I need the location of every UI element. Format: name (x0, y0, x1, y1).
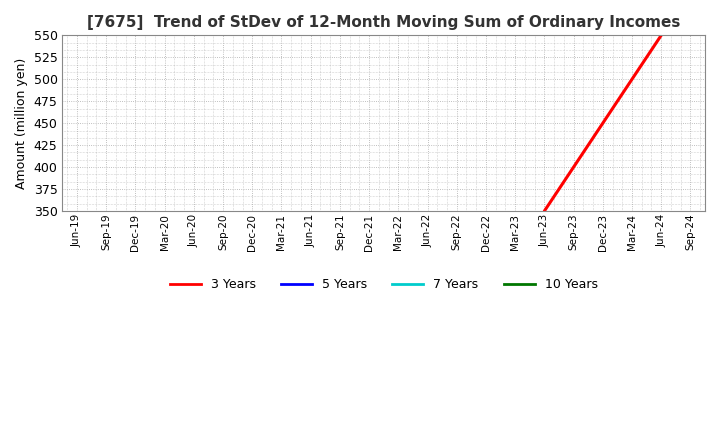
Y-axis label: Amount (million yen): Amount (million yen) (15, 58, 28, 189)
Legend: 3 Years, 5 Years, 7 Years, 10 Years: 3 Years, 5 Years, 7 Years, 10 Years (165, 273, 603, 296)
Title: [7675]  Trend of StDev of 12-Month Moving Sum of Ordinary Incomes: [7675] Trend of StDev of 12-Month Moving… (87, 15, 680, 30)
